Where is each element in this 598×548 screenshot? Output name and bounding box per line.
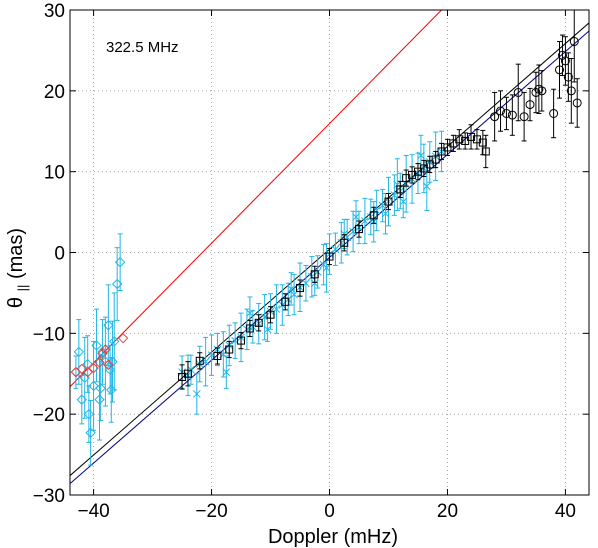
y-tick-label: −10 — [33, 324, 65, 345]
y-tick-label: 20 — [44, 82, 65, 103]
frequency-annotation: 322.5 MHz — [106, 39, 179, 56]
y-axis-label: θ || (mas) — [5, 228, 32, 308]
data-points — [71, 1, 581, 465]
y-tick-label: −30 — [33, 486, 65, 507]
y-axis-label-unit: (mas) — [5, 228, 27, 279]
y-axis-label-subscript: || — [15, 285, 30, 292]
x-axis-label: Doppler (mHz) — [268, 526, 398, 548]
series-1-x — [179, 131, 446, 414]
x-tick-label: 0 — [324, 501, 335, 522]
y-tick-label: 10 — [44, 163, 65, 184]
y-tick-label: −20 — [33, 405, 65, 426]
series-4-diamond — [71, 234, 124, 465]
y-tick-label: 30 — [44, 1, 65, 22]
y-tick-label: 0 — [54, 244, 65, 265]
x-tick-label: −20 — [195, 501, 227, 522]
x-tick-label: 40 — [555, 501, 576, 522]
data-point — [119, 334, 128, 343]
series-3-circle — [491, 1, 582, 141]
y-axis-label-symbol: θ — [5, 297, 27, 308]
x-tick-label: −40 — [77, 501, 109, 522]
x-tick-label: 20 — [437, 501, 458, 522]
series-2-square — [179, 125, 490, 389]
